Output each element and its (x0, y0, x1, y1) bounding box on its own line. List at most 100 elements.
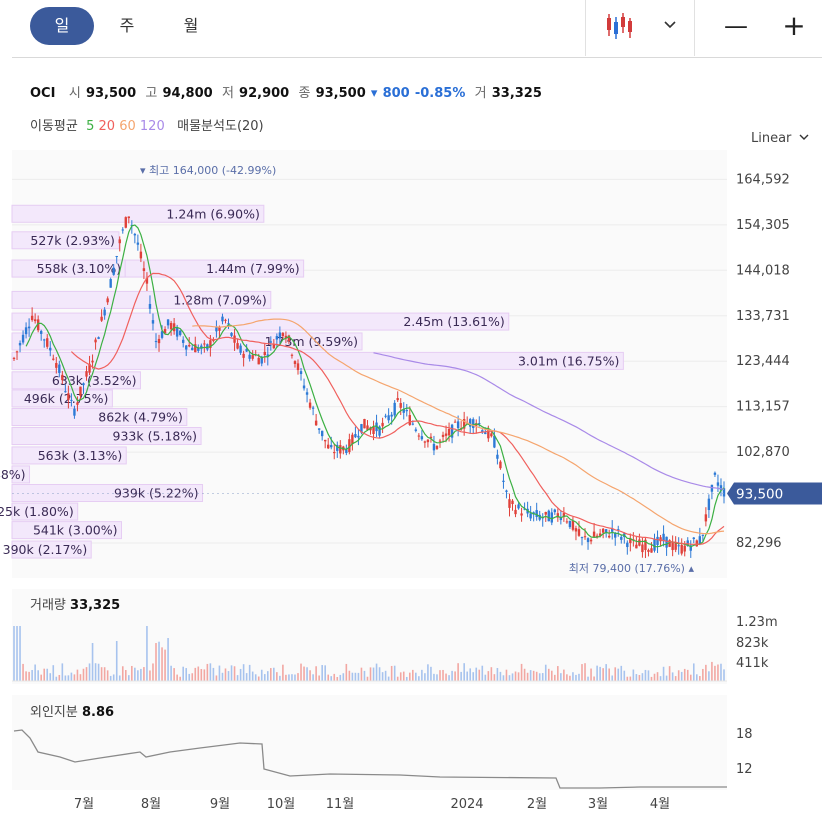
tab-daily[interactable]: 일 (30, 7, 94, 45)
candle-body (351, 434, 354, 445)
volume-profile-label: 390k (2.17%) (3, 542, 88, 557)
volume-bar (131, 665, 133, 681)
volume-bar (478, 669, 481, 681)
volume-bar (16, 626, 18, 681)
candle-body (450, 424, 454, 438)
volume-bar (227, 671, 230, 681)
candle-body (469, 419, 472, 427)
volume-profile-label: 1.24m (6.90%) (166, 206, 259, 221)
volume-bar (526, 672, 529, 681)
moving-average-legend[interactable]: 이동평균 5 20 60 120 매물분석도(20) (30, 115, 264, 134)
candle-body (175, 327, 179, 337)
candle-body (224, 319, 227, 321)
volume-profile-label: 2.45m (13.61%) (403, 314, 504, 329)
candle-body (227, 323, 230, 325)
candle-body (556, 513, 560, 518)
volume-bar (614, 667, 617, 681)
x-axis-tick-label: 10월 (267, 797, 296, 812)
volume-bar (451, 670, 453, 681)
candle-body (260, 356, 263, 364)
volume-bar (94, 663, 97, 681)
volume-bar (121, 666, 124, 681)
volume-bar (100, 667, 103, 681)
volume-bar (581, 664, 583, 681)
candle-body (305, 392, 309, 395)
candlestick-icon[interactable] (600, 8, 640, 44)
volume-bar (260, 669, 263, 681)
volume-bar (282, 664, 284, 681)
candle-body (629, 538, 632, 544)
volume-bar (112, 674, 115, 681)
candle-body (390, 414, 393, 417)
x-axis-tick-label: 9월 (210, 797, 230, 812)
volume-bar (599, 666, 601, 681)
candle-body (472, 419, 475, 429)
volume-profile-bar (11, 465, 31, 484)
volume-bar (109, 675, 112, 681)
candle-body (453, 421, 457, 423)
candle-body (139, 251, 143, 259)
candle-body (617, 529, 620, 531)
volume-bar (224, 668, 227, 681)
candle-body (656, 536, 659, 545)
candle-body (339, 445, 342, 454)
volume-bar (529, 670, 532, 681)
ma-label: 이동평균 (30, 119, 78, 134)
volume-bar (421, 669, 423, 681)
volume-bar (291, 674, 293, 681)
candle-body (505, 490, 508, 492)
scale-selector[interactable]: Linear (751, 131, 809, 146)
volume-bar (538, 673, 541, 681)
volume-bar (85, 667, 88, 681)
volume-profile-label: 633k (3.52%) (52, 373, 137, 388)
volume-bar (179, 676, 181, 681)
volume-panel-label: 거래량 (30, 598, 66, 613)
volume-profile-label: 87.0k (0.48%) (0, 467, 26, 482)
candle-body (281, 333, 285, 337)
volume-panel-value: 33,325 (70, 598, 121, 613)
volume-bar (475, 667, 478, 681)
volume-profile-label: 496k (2.75%) (24, 391, 109, 406)
tab-weekly[interactable]: 주 (119, 16, 135, 35)
candle-body (18, 342, 22, 346)
candle-body (58, 364, 61, 373)
candle-body (653, 539, 656, 551)
candle-body (586, 538, 590, 543)
zoom-out-button[interactable]: — (724, 12, 748, 40)
candle-body (692, 537, 695, 540)
ma-60: 60 (119, 119, 136, 134)
ma-5: 5 (86, 119, 95, 134)
volume-bar (442, 669, 444, 681)
change-value: 800 (382, 86, 410, 101)
candle-body (626, 542, 629, 548)
candle-body (484, 432, 487, 435)
volume-bar (197, 666, 200, 681)
candle-body (124, 217, 127, 228)
volume-bar (457, 663, 459, 681)
volume-bar (230, 665, 233, 681)
candle-body (311, 407, 315, 409)
candle-body (635, 544, 638, 549)
volume-profile-bar (11, 483, 204, 502)
tab-monthly[interactable]: 월 (183, 16, 199, 35)
chevron-down-icon[interactable] (656, 8, 684, 44)
candle-body (121, 229, 124, 231)
volume-bar (200, 668, 203, 681)
volume-bar (82, 668, 85, 681)
volume-bar (167, 638, 169, 681)
candle-body (399, 403, 402, 408)
candle-body (163, 329, 167, 334)
candle-body (112, 267, 115, 275)
candle-body (317, 428, 321, 430)
volume-bar (215, 675, 218, 681)
candle-body (444, 433, 448, 436)
price-tick-label: 133,731 (736, 309, 790, 324)
zoom-in-button[interactable]: + (782, 9, 806, 42)
volume-bar (115, 641, 118, 681)
low-value: 92,900 (239, 86, 290, 101)
volume-bar (266, 671, 269, 681)
volume-bar (445, 673, 447, 681)
volume-bar (321, 665, 323, 681)
candle-body (523, 508, 526, 510)
